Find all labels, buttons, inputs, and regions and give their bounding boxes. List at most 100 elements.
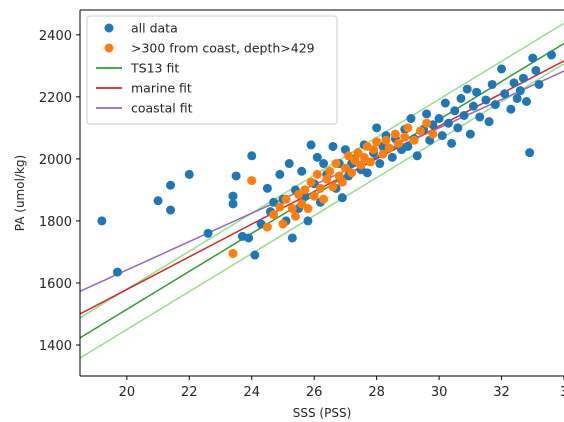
- offshore-point: [365, 157, 375, 167]
- all-data-point: [465, 129, 475, 139]
- all-data-point: [484, 117, 494, 127]
- offshore-point: [409, 135, 419, 145]
- offshore-point: [300, 185, 310, 195]
- offshore-point: [247, 176, 257, 186]
- all-data-point: [328, 141, 338, 151]
- offshore-point: [340, 163, 350, 173]
- x-axis-label: SSS (PSS): [293, 406, 352, 420]
- coastal-fit-line: [80, 70, 564, 293]
- offshore-point: [353, 148, 363, 158]
- all-data-point: [306, 140, 316, 150]
- offshore-point: [390, 129, 400, 139]
- all-data-point: [203, 228, 213, 238]
- all-data-point: [453, 123, 463, 133]
- all-data-point: [512, 93, 522, 103]
- x-tick-label: 22: [181, 385, 198, 400]
- all-data-point: [184, 169, 194, 179]
- all-data-point: [362, 168, 372, 178]
- legend-box: [86, 15, 338, 125]
- all-data-point: [422, 109, 432, 119]
- offshore-point: [315, 183, 325, 193]
- all-data-point: [269, 197, 279, 207]
- all-data-point: [228, 199, 238, 209]
- offshore-point: [415, 126, 425, 136]
- offshore-point: [228, 248, 238, 258]
- all-data-point: [456, 93, 466, 103]
- all-data-point: [528, 53, 538, 63]
- all-data-point: [440, 98, 450, 108]
- all-data-point: [312, 152, 322, 162]
- all-data-point: [275, 169, 285, 179]
- ts13-band-line: [80, 22, 564, 319]
- offshore-point: [331, 159, 341, 169]
- all-data-point: [490, 100, 500, 110]
- legend-label: TS13 fit: [130, 61, 179, 76]
- legend-marker: [104, 23, 114, 33]
- offshore-point: [400, 132, 410, 142]
- offshore-point: [322, 174, 332, 184]
- all-data-point: [247, 151, 257, 161]
- all-data-point: [437, 131, 447, 141]
- all-data-point: [412, 151, 422, 161]
- offshore-point: [384, 143, 394, 153]
- offshore-point: [381, 135, 391, 145]
- all-data-point: [403, 141, 413, 151]
- all-data-point: [166, 205, 176, 215]
- all-data-point: [481, 95, 491, 105]
- all-data-point: [297, 166, 307, 176]
- legend-label: marine fit: [131, 81, 192, 96]
- all-data-point: [337, 193, 347, 203]
- offshore-point: [262, 222, 272, 232]
- all-data-point: [534, 79, 544, 89]
- offshore-point: [356, 160, 366, 170]
- offshore-point: [422, 118, 432, 128]
- offshore-point: [287, 204, 297, 214]
- x-tick-label: 32: [493, 385, 510, 400]
- x-tick-label: 26: [306, 385, 323, 400]
- y-tick-label: 2400: [39, 29, 72, 44]
- y-tick-label: 2000: [39, 153, 72, 168]
- offshore-point: [337, 177, 347, 187]
- all-data-point: [487, 79, 497, 89]
- all-data-point: [244, 233, 254, 243]
- x-tick-label: 28: [368, 385, 385, 400]
- legend: all data >300 from coast, depth>429 TS13 f…: [86, 15, 338, 125]
- all-data-point: [262, 183, 272, 193]
- all-data-point: [443, 118, 453, 128]
- all-data-point: [509, 78, 519, 88]
- offshore-point: [325, 166, 335, 176]
- all-data-point: [112, 267, 122, 277]
- legend-label: >300 from coast, depth>429: [131, 41, 315, 56]
- all-data-point: [547, 50, 557, 60]
- all-data-point: [475, 112, 485, 122]
- x-tick-label: 24: [243, 385, 260, 400]
- all-data-point: [387, 152, 397, 162]
- legend-marker: [104, 43, 114, 53]
- offshore-point: [312, 169, 322, 179]
- all-data-point: [287, 233, 297, 243]
- offshore-point: [309, 191, 319, 201]
- x-tick-label: 30: [431, 385, 448, 400]
- offshore-point: [269, 210, 279, 220]
- y-tick-label: 1600: [39, 277, 72, 292]
- all-data-point: [228, 191, 238, 201]
- all-data-point: [153, 196, 163, 206]
- offshore-point: [347, 168, 357, 178]
- legend-label: all data: [131, 21, 178, 36]
- y-tick-label: 1800: [39, 215, 72, 230]
- all-data-point: [459, 110, 469, 120]
- offshore-point: [372, 137, 382, 147]
- y-tick-label: 1400: [39, 339, 72, 354]
- all-data-point: [450, 106, 460, 116]
- x-tick-label: 20: [119, 385, 136, 400]
- offshore-point: [319, 194, 329, 204]
- all-data-point: [375, 159, 385, 169]
- ts13-band-line: [80, 63, 564, 359]
- offshore-point: [278, 219, 288, 229]
- all-data-point: [522, 97, 532, 106]
- offshore-point: [294, 190, 304, 200]
- all-data-point: [97, 216, 107, 226]
- offshore-point: [275, 202, 285, 212]
- all-data-point: [500, 89, 510, 99]
- offshore-point: [428, 129, 438, 139]
